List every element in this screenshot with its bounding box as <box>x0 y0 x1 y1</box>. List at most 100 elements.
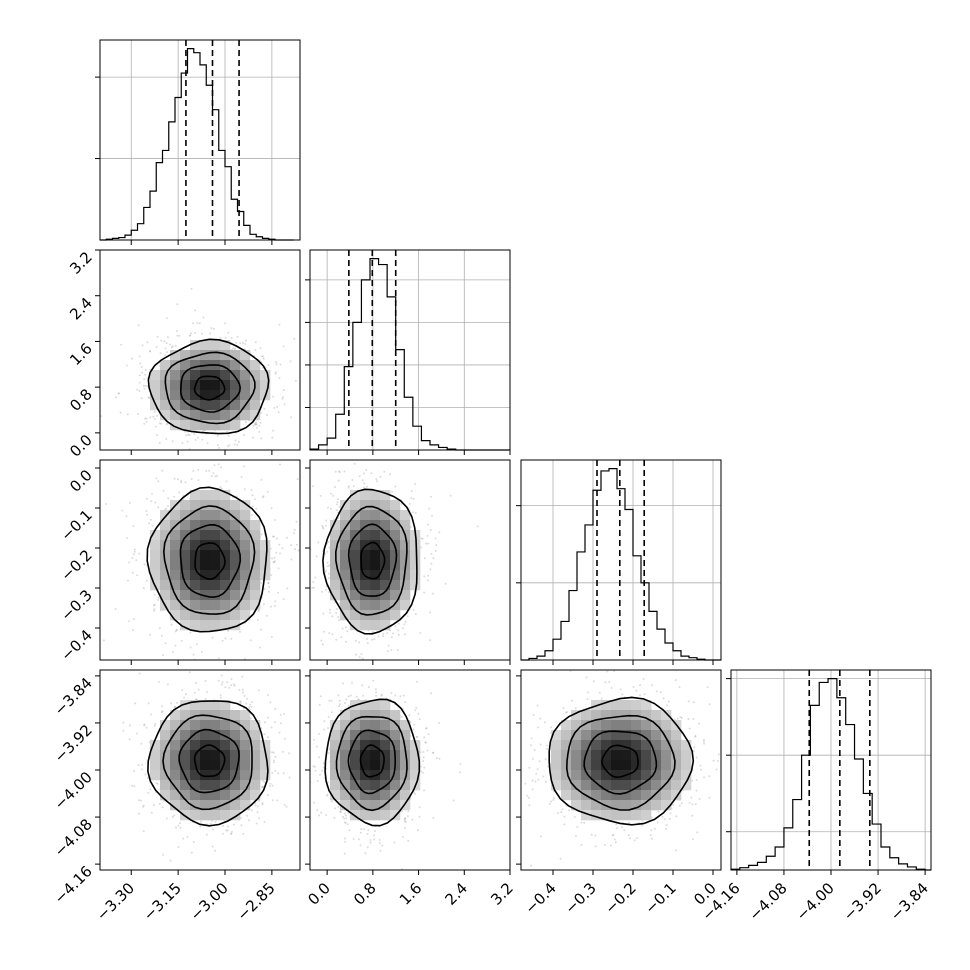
density-cell <box>180 740 191 751</box>
density-cell <box>190 360 201 371</box>
scatter-point <box>412 608 415 611</box>
density-cell <box>210 710 221 721</box>
scatter-point <box>170 346 173 349</box>
scatter-point <box>262 355 265 358</box>
density-cell <box>370 510 381 521</box>
scatter-point <box>258 425 261 427</box>
density-cell <box>330 560 341 571</box>
density-cell <box>260 370 271 381</box>
scatter-point <box>194 438 197 441</box>
density-cell <box>180 530 191 541</box>
density-cell <box>200 540 211 551</box>
scatter-point <box>278 731 281 734</box>
scatter-point <box>261 803 264 806</box>
scatter-point <box>234 439 237 442</box>
density-cell <box>160 740 171 751</box>
scatter-point <box>195 681 197 684</box>
scatter-point <box>423 557 426 560</box>
density-cell <box>340 540 351 551</box>
density-cell <box>190 740 201 751</box>
scatter-point <box>328 572 330 575</box>
density-cell <box>150 550 161 561</box>
scatter-point <box>420 537 423 540</box>
scatter-point <box>175 826 177 829</box>
scatter-point <box>438 531 441 534</box>
scatter-point <box>260 355 263 358</box>
scatter-point <box>220 466 222 469</box>
density-cell <box>250 540 261 551</box>
scatter-point <box>366 642 369 645</box>
scatter-point <box>202 430 204 433</box>
density-cell <box>190 810 201 821</box>
scatter-point <box>181 442 184 444</box>
scatter-point <box>256 805 259 808</box>
density-cell <box>360 550 371 561</box>
density-cell <box>150 530 161 541</box>
scatter-point <box>208 469 211 472</box>
scatter-point <box>174 344 177 347</box>
density-cell <box>200 560 211 571</box>
scatter-point <box>254 348 257 351</box>
scatter-point <box>283 737 286 740</box>
density-cell <box>370 540 381 551</box>
scatter-point <box>337 517 340 520</box>
density-cell <box>220 400 231 411</box>
scatter-point <box>282 345 285 348</box>
scatter-point <box>214 475 217 478</box>
scatter-point <box>172 650 175 653</box>
density-cell <box>220 350 231 361</box>
scatter-point <box>272 759 275 762</box>
scatter-point <box>341 627 344 630</box>
scatter-point <box>162 654 165 657</box>
density-cell <box>340 520 351 531</box>
scatter-point <box>158 441 161 444</box>
histogram-step <box>521 468 721 661</box>
density-cell <box>250 740 261 751</box>
scatter-point <box>217 463 220 466</box>
density-cell <box>240 550 251 561</box>
density-cell <box>210 340 221 351</box>
density-cell <box>240 590 251 601</box>
scatter-point <box>165 817 168 820</box>
scatter-point <box>257 689 260 692</box>
scatter-point <box>162 853 165 856</box>
density-cell <box>370 500 381 511</box>
scatter-point <box>227 630 230 632</box>
density-cell <box>410 570 421 581</box>
density-cell <box>390 590 401 601</box>
density-cell <box>170 390 181 401</box>
scatter-point <box>157 598 160 601</box>
scatter-point <box>198 322 201 325</box>
density-cell <box>390 520 401 531</box>
scatter-point <box>132 618 135 621</box>
scatter-point <box>219 336 222 339</box>
scatter-point <box>325 524 327 527</box>
density-cell <box>360 510 371 521</box>
scatter-point <box>238 688 241 691</box>
histogram-step <box>730 678 931 871</box>
scatter-point <box>267 716 270 719</box>
scatter-point <box>148 522 151 525</box>
scatter-point <box>432 557 435 559</box>
scatter-point <box>271 436 274 439</box>
density-cell <box>330 580 341 591</box>
scatter-point <box>173 705 176 708</box>
density-contour <box>193 744 226 778</box>
marginal-panel-0 <box>95 39 301 241</box>
density-contour <box>164 351 256 425</box>
density-cell <box>150 570 161 581</box>
density-cell <box>220 700 231 711</box>
scatter-point <box>150 811 153 814</box>
density-cell <box>380 540 391 551</box>
scatter-point <box>260 581 263 584</box>
density-cell <box>170 750 181 761</box>
scatter-point <box>319 494 322 497</box>
density-cell <box>360 490 371 501</box>
density-cell <box>240 800 251 811</box>
scatter-point <box>249 703 252 706</box>
scatter-point <box>355 653 357 656</box>
density-cell <box>380 560 391 571</box>
scatter-point <box>230 337 233 339</box>
scatter-point <box>256 811 259 814</box>
scatter-point <box>224 336 227 339</box>
